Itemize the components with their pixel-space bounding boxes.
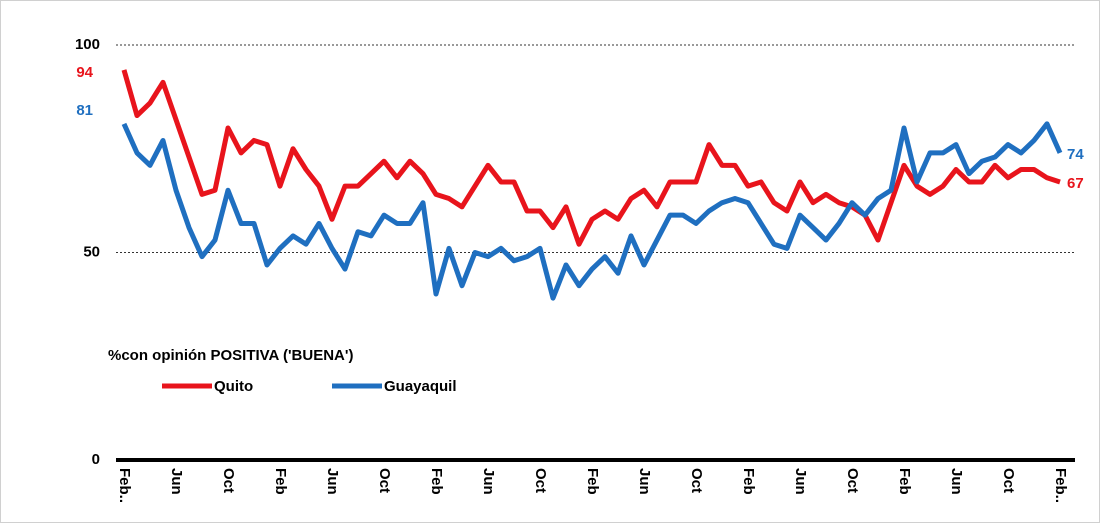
x-tick-label: Oct: [220, 468, 237, 493]
x-tick-label: Jun: [324, 468, 341, 495]
end-value-label: 74: [1067, 146, 1084, 163]
legend-label: Guayaquil: [384, 378, 457, 395]
x-tick-label: Feb: [896, 468, 913, 495]
legend-title: %con opinión POSITIVA ('BUENA'): [108, 347, 353, 364]
x-tick-label: Feb..: [116, 468, 133, 503]
x-tick-label: Feb: [584, 468, 601, 495]
start-value-label: 81: [76, 102, 93, 119]
y-tick-label: 50: [83, 243, 100, 260]
x-tick-label: Jun: [480, 468, 497, 495]
x-tick-label: Jun: [636, 468, 653, 495]
x-tick-label: Oct: [688, 468, 705, 493]
x-tick-label: Oct: [376, 468, 393, 493]
legend-label: Quito: [214, 378, 253, 395]
x-tick-label: Feb: [740, 468, 757, 495]
x-tick-label: Oct: [1000, 468, 1017, 493]
x-tick-label: Oct: [532, 468, 549, 493]
end-value-label: 67: [1067, 175, 1084, 192]
series-line: [121, 121, 1063, 301]
x-tick-label: Jun: [948, 468, 965, 495]
x-tick-label: Jun: [168, 468, 185, 495]
x-tick-label: Feb: [272, 468, 289, 495]
x-tick-label: Feb: [428, 468, 445, 495]
x-tick-label: Feb..: [1052, 468, 1069, 503]
series-line: [121, 69, 1061, 247]
start-value-label: 94: [76, 64, 93, 81]
x-tick-label: Jun: [792, 468, 809, 495]
y-tick-label: 0: [92, 451, 100, 468]
x-tick-label: Oct: [844, 468, 861, 493]
y-tick-label: 100: [75, 36, 100, 53]
